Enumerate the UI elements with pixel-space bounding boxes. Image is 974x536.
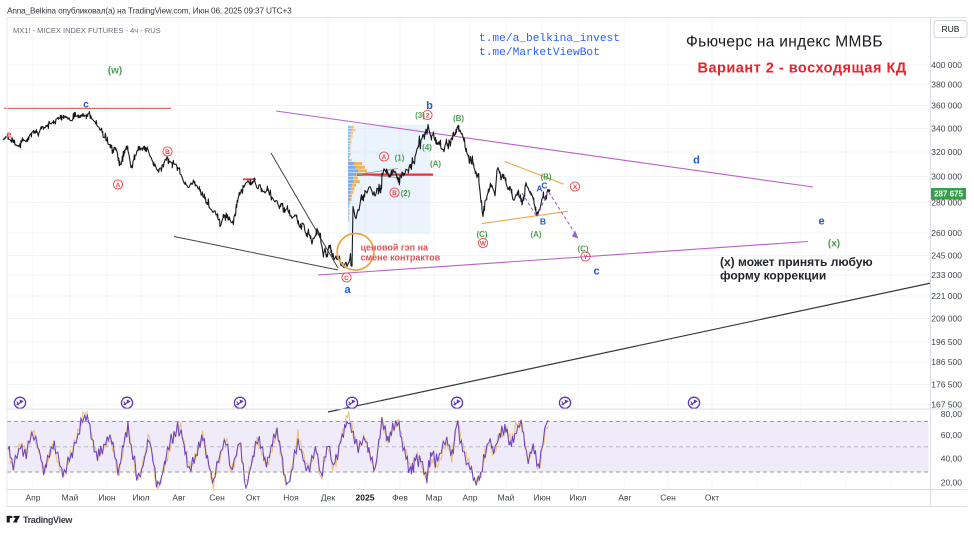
svg-text:(B): (B) <box>540 172 551 181</box>
svg-text:C: C <box>541 181 547 191</box>
svg-text:2025: 2025 <box>356 493 375 503</box>
svg-text:Дек: Дек <box>321 493 335 503</box>
svg-text:233 000: 233 000 <box>931 270 962 280</box>
svg-text:c: c <box>593 266 599 278</box>
svg-text:c: c <box>83 100 89 111</box>
svg-text:Апр: Апр <box>463 493 478 503</box>
svg-text:Апр: Апр <box>26 493 41 503</box>
svg-text:A: A <box>116 182 121 189</box>
svg-text:60,00: 60,00 <box>941 430 963 440</box>
svg-text:(4): (4) <box>422 143 432 152</box>
svg-text:287 675: 287 675 <box>934 190 963 199</box>
svg-text:(x): (x) <box>828 239 840 250</box>
svg-text:186 500: 186 500 <box>931 357 962 367</box>
svg-text:Фев: Фев <box>392 493 408 503</box>
svg-text:(C): (C) <box>476 230 487 239</box>
svg-text:форму коррекции: форму коррекции <box>720 269 826 283</box>
svg-text:(2): (2) <box>401 189 411 198</box>
svg-text:260 000: 260 000 <box>931 228 962 238</box>
svg-text:Май: Май <box>498 493 515 503</box>
svg-text:B: B <box>165 149 170 156</box>
svg-text:b: b <box>426 100 433 112</box>
svg-text:300 000: 300 000 <box>931 172 962 182</box>
svg-text:80,00: 80,00 <box>941 409 963 419</box>
svg-text:280 000: 280 000 <box>931 198 962 208</box>
svg-text:221 000: 221 000 <box>931 291 962 301</box>
svg-text:400 000: 400 000 <box>931 60 962 70</box>
svg-text:e: e <box>6 130 11 140</box>
svg-text:(B): (B) <box>453 114 464 123</box>
svg-text:RUB: RUB <box>942 24 960 34</box>
svg-text:320 000: 320 000 <box>931 147 962 157</box>
svg-text:A: A <box>382 154 387 161</box>
svg-text:209 000: 209 000 <box>931 314 962 324</box>
svg-text:Anna_Belkina опубликовал(а) на: Anna_Belkina опубликовал(а) на TradingVi… <box>7 7 292 16</box>
svg-text:Ноя: Ноя <box>283 493 299 503</box>
svg-text:A: A <box>536 184 542 194</box>
svg-text:(х) может принять любую: (х) может принять любую <box>720 255 873 269</box>
svg-text:e: e <box>818 216 824 228</box>
svg-text:(3): (3) <box>415 111 425 120</box>
svg-text:Сен: Сен <box>660 493 676 503</box>
svg-text:B: B <box>540 217 546 227</box>
svg-text:Вариант 2 - восходящая КД: Вариант 2 - восходящая КД <box>698 61 907 77</box>
svg-text:смене контрактов: смене контрактов <box>361 252 441 262</box>
svg-text:20,00: 20,00 <box>941 478 963 488</box>
svg-text:t.me/a_belkina_invest: t.me/a_belkina_invest <box>479 33 620 45</box>
svg-text:167 500: 167 500 <box>931 400 962 410</box>
svg-text:Мар: Мар <box>426 493 443 503</box>
svg-text:380 000: 380 000 <box>931 80 962 90</box>
svg-text:Y: Y <box>583 254 588 261</box>
svg-text:176 500: 176 500 <box>931 380 962 390</box>
svg-text:340 000: 340 000 <box>931 124 962 134</box>
svg-text:Июн: Июн <box>98 493 115 503</box>
svg-text:Июл: Июл <box>132 493 149 503</box>
svg-text:a: a <box>344 284 351 296</box>
svg-text:245 000: 245 000 <box>931 251 962 261</box>
svg-text:(A): (A) <box>530 230 541 239</box>
svg-text:Сен: Сен <box>209 493 225 503</box>
svg-text:MX1! - MICEX INDEX FUTURES - 4: MX1! - MICEX INDEX FUTURES - 4ч - RUS <box>13 26 161 35</box>
svg-text:TradingView: TradingView <box>23 515 73 525</box>
svg-text:Фьючерс на индекс ММВБ: Фьючерс на индекс ММВБ <box>686 34 883 51</box>
svg-text:2: 2 <box>426 112 430 119</box>
svg-text:Июл: Июл <box>569 493 586 503</box>
svg-text:40,00: 40,00 <box>941 454 963 464</box>
svg-text:Окт: Окт <box>246 493 260 503</box>
svg-text:Авг: Авг <box>172 493 185 503</box>
svg-text:(C): (C) <box>577 244 588 253</box>
svg-text:(A): (A) <box>430 159 441 168</box>
svg-text:X: X <box>573 184 578 191</box>
svg-text:360 000: 360 000 <box>931 101 962 111</box>
svg-text:t.me/MarketViewBot: t.me/MarketViewBot <box>479 47 600 59</box>
svg-text:ценовой гэп на: ценовой гэп на <box>361 243 430 253</box>
svg-text:B: B <box>392 190 397 197</box>
svg-text:(w): (w) <box>108 66 122 77</box>
svg-text:d: d <box>693 155 700 167</box>
svg-text:Авг: Авг <box>618 493 631 503</box>
svg-text:Май: Май <box>62 493 79 503</box>
svg-text:C: C <box>344 275 349 282</box>
svg-text:Окт: Окт <box>705 493 719 503</box>
svg-text:196 500: 196 500 <box>931 337 962 347</box>
svg-text:W: W <box>480 240 487 247</box>
svg-text:Июн: Июн <box>533 493 550 503</box>
svg-text:(1): (1) <box>395 153 405 162</box>
